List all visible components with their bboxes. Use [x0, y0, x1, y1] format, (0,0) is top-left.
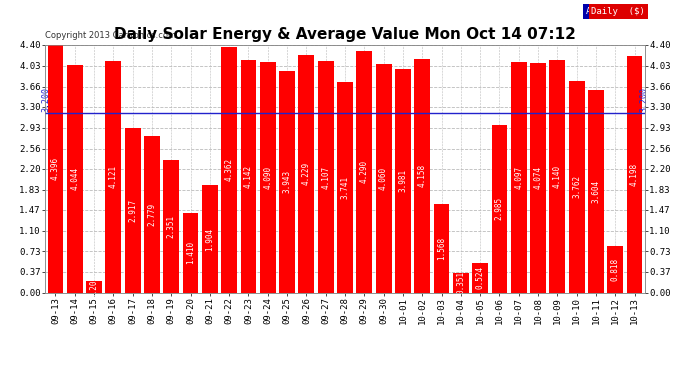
Text: 4.060: 4.060 [379, 167, 388, 190]
Bar [453, 273, 469, 292]
Bar [183, 213, 199, 292]
Bar [627, 56, 642, 292]
Title: Daily Solar Energy & Average Value Mon Oct 14 07:12: Daily Solar Energy & Average Value Mon O… [114, 27, 576, 42]
Text: Average ($): Average ($) [586, 7, 645, 16]
Text: Copyright 2013 Cartronics.com: Copyright 2013 Cartronics.com [45, 31, 176, 40]
Bar [164, 160, 179, 292]
Bar [125, 128, 141, 292]
Text: 1.410: 1.410 [186, 241, 195, 264]
Text: 3.200: 3.200 [41, 87, 50, 112]
Bar [375, 64, 391, 292]
Bar [144, 136, 160, 292]
Text: 4.121: 4.121 [109, 165, 118, 188]
Bar [511, 62, 526, 292]
Bar [433, 204, 449, 292]
Text: 3.741: 3.741 [340, 176, 350, 199]
Text: 4.044: 4.044 [70, 167, 79, 190]
Text: 2.917: 2.917 [128, 199, 137, 222]
Text: 4.198: 4.198 [630, 163, 639, 186]
Bar [414, 58, 430, 292]
Text: 2.779: 2.779 [148, 203, 157, 226]
Bar [607, 246, 623, 292]
Text: 2.351: 2.351 [167, 215, 176, 238]
Bar [260, 62, 276, 292]
Text: 4.229: 4.229 [302, 162, 311, 185]
Text: 4.090: 4.090 [264, 166, 273, 189]
Text: Daily  ($): Daily ($) [591, 7, 645, 16]
Bar [588, 90, 604, 292]
Bar [299, 55, 315, 292]
Bar [318, 62, 333, 292]
Bar [86, 281, 102, 292]
Bar [549, 60, 565, 292]
Text: 2.985: 2.985 [495, 197, 504, 220]
Bar [569, 81, 584, 292]
Text: 4.158: 4.158 [417, 164, 426, 187]
Bar [221, 47, 237, 292]
Text: 4.097: 4.097 [514, 166, 523, 189]
Text: 4.074: 4.074 [533, 166, 542, 189]
Bar [472, 263, 488, 292]
Text: 3.943: 3.943 [283, 170, 292, 193]
Bar [337, 82, 353, 292]
Text: 4.362: 4.362 [225, 158, 234, 182]
Bar [530, 63, 546, 292]
Text: 4.107: 4.107 [322, 165, 331, 189]
Text: 0.203: 0.203 [90, 275, 99, 298]
Bar [202, 185, 218, 292]
Text: 0.818: 0.818 [611, 258, 620, 281]
Text: 1.568: 1.568 [437, 237, 446, 260]
Text: 1.904: 1.904 [206, 227, 215, 251]
Text: 3.200: 3.200 [640, 87, 649, 112]
Text: 4.396: 4.396 [51, 157, 60, 180]
Bar [279, 71, 295, 292]
Bar [241, 60, 257, 292]
Bar [357, 51, 372, 292]
Bar [67, 65, 83, 292]
Text: 0.524: 0.524 [475, 266, 484, 290]
Bar [395, 69, 411, 292]
Text: 3.762: 3.762 [572, 175, 581, 198]
Text: 3.604: 3.604 [591, 180, 600, 203]
Text: 4.290: 4.290 [359, 160, 368, 183]
Text: 3.981: 3.981 [398, 169, 407, 192]
Bar [106, 61, 121, 292]
Text: 4.140: 4.140 [553, 165, 562, 188]
Bar [491, 124, 507, 292]
Text: 0.351: 0.351 [456, 271, 465, 294]
Text: 4.142: 4.142 [244, 165, 253, 188]
Bar [48, 45, 63, 292]
